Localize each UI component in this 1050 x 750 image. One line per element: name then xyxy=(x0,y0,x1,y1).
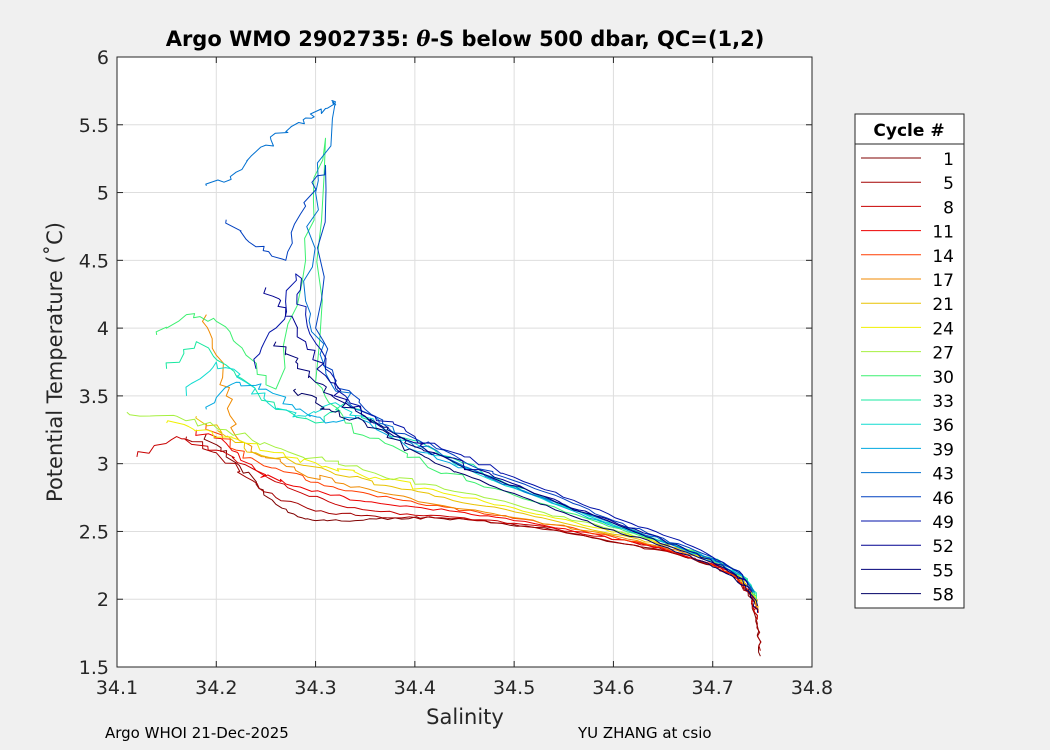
series-line xyxy=(225,164,753,592)
legend-label: 24 xyxy=(932,319,954,339)
legend-label: 27 xyxy=(932,344,954,364)
x-tick-label: 34.7 xyxy=(692,677,734,699)
y-axis-label: Potential Temperature (˚C) xyxy=(43,222,67,502)
plot-area xyxy=(117,57,812,667)
x-axis-label: Salinity xyxy=(426,705,504,729)
series-line xyxy=(273,341,758,607)
series-line xyxy=(253,273,753,593)
legend-label: 17 xyxy=(932,271,954,291)
legend-label: 55 xyxy=(932,561,954,581)
legend-label: 5 xyxy=(943,174,954,194)
y-tick-label: 3.5 xyxy=(79,386,109,408)
x-tick-label: 34.4 xyxy=(394,677,436,699)
series-line xyxy=(205,100,755,593)
legend-box xyxy=(854,113,965,609)
series-line xyxy=(185,361,756,595)
y-tick-label: 5 xyxy=(97,183,109,205)
legend-label: 46 xyxy=(932,489,954,509)
legend-label: 49 xyxy=(932,513,954,533)
legend-label: 58 xyxy=(932,586,954,606)
y-tick-label: 4.5 xyxy=(79,250,109,272)
legend: Cycle # 15811141721242730333639434649525… xyxy=(854,113,965,609)
x-tick-label: 34.5 xyxy=(493,677,535,699)
y-tick-label: 1.5 xyxy=(79,657,109,679)
legend-label: 14 xyxy=(932,247,954,267)
y-tick-label: 3 xyxy=(97,454,109,476)
series-group xyxy=(126,100,762,657)
legend-label: 43 xyxy=(932,465,954,485)
y-tick-label: 5.5 xyxy=(79,115,109,137)
legend-label: 33 xyxy=(932,392,954,412)
y-axis-ticks: 1.5 2 2.5 3 3.5 4 4.5 5 5.5 6 xyxy=(79,47,812,679)
legend-label: 11 xyxy=(932,223,954,243)
x-axis-ticks: 34.1 34.2 34.3 34.4 34.5 34.6 34.7 34.8 xyxy=(96,57,833,699)
legend-label: 39 xyxy=(932,440,954,460)
chart-title: Argo WMO 2902735: θ-S below 500 dbar, QC… xyxy=(166,26,765,51)
x-tick-label: 34.8 xyxy=(791,677,833,699)
y-tick-label: 6 xyxy=(97,47,109,69)
legend-title: Cycle # xyxy=(873,121,944,141)
series-line xyxy=(155,137,757,600)
legend-label: 30 xyxy=(932,368,954,388)
legend-label: 52 xyxy=(932,537,954,557)
series-line xyxy=(205,422,758,611)
legend-label: 8 xyxy=(943,198,954,218)
axes-box xyxy=(116,56,813,668)
x-tick-label: 34.6 xyxy=(592,677,634,699)
y-tick-label: 4 xyxy=(97,318,109,340)
footer-left: Argo WHOI 21-Dec-2025 xyxy=(105,724,289,742)
legend-label: 21 xyxy=(932,295,954,315)
y-tick-label: 2.5 xyxy=(79,521,109,543)
legend-label: 36 xyxy=(932,416,954,436)
chart-title-suffix: -S below 500 dbar, QC=(1,2) xyxy=(430,27,764,51)
series-line xyxy=(293,388,759,613)
x-tick-label: 34.1 xyxy=(96,677,138,699)
x-tick-label: 34.3 xyxy=(294,677,336,699)
chart-title-prefix: Argo WMO 2902735: xyxy=(166,27,417,51)
y-tick-label: 2 xyxy=(97,589,109,611)
chart-title-theta: θ xyxy=(416,26,430,51)
legend-label: 1 xyxy=(943,150,954,170)
x-tick-label: 34.2 xyxy=(195,677,237,699)
footer-right: YU ZHANG at csio xyxy=(578,724,712,742)
